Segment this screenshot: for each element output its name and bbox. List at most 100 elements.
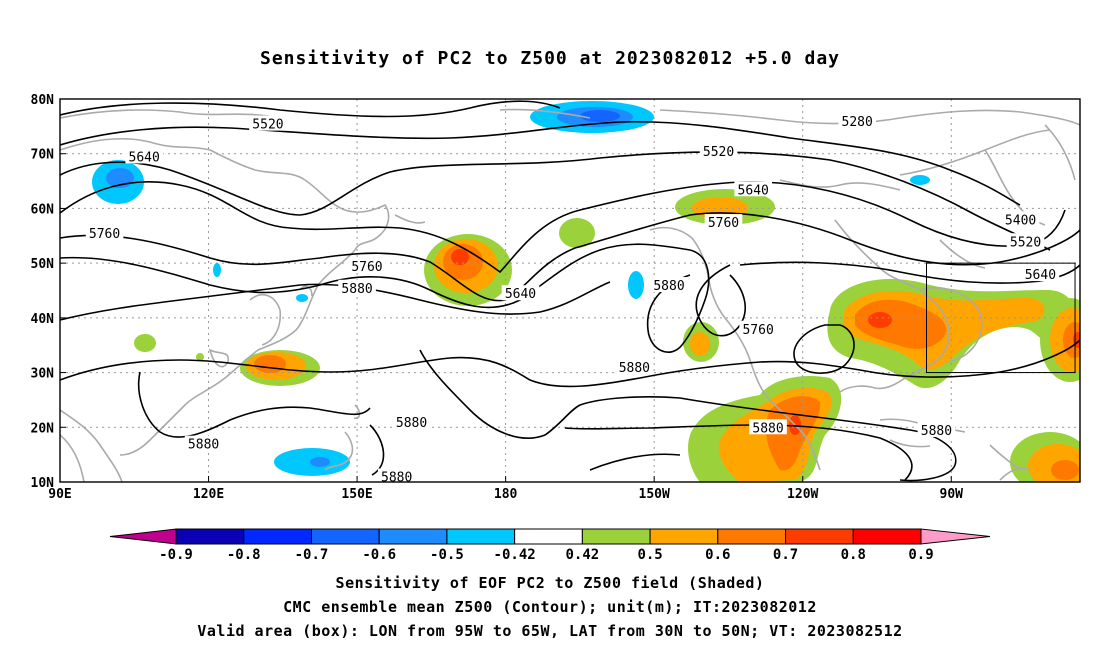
map-frame <box>59 98 1081 483</box>
lon-tick-label: 90E <box>48 487 71 502</box>
positive-sensitivity-small-c <box>134 334 156 352</box>
negative-sensitivity-small-1 <box>628 271 644 299</box>
negative-sensitivity-small-2 <box>910 175 930 185</box>
lon-tick-label: 150W <box>639 487 670 502</box>
contour-label-bg <box>1021 266 1060 282</box>
lon-tick-label: 150E <box>341 487 372 502</box>
contour-label: 5640 <box>738 183 769 198</box>
colorbar-segment <box>175 528 245 545</box>
colorbar-label: 0.42 <box>566 547 600 563</box>
contour-label-bg <box>501 285 540 301</box>
colorbar-label: 0.7 <box>773 547 798 563</box>
lat-tick-label: 60N <box>31 202 55 217</box>
contour-label: 5760 <box>742 323 773 338</box>
colorbar-segment <box>514 528 583 545</box>
contour-label-bg <box>917 422 956 438</box>
contour-label-bg <box>249 115 287 131</box>
contour-label: 5880 <box>381 471 412 486</box>
lat-tick-label: 70N <box>31 148 55 163</box>
contour-label-bg <box>749 419 787 435</box>
positive-sensitivity-small-a <box>559 218 595 248</box>
colorbar-label: -0.8 <box>227 547 261 563</box>
contour-label-bg <box>392 413 431 429</box>
colorbar-segment <box>785 528 854 545</box>
contour-label: 5520 <box>1010 235 1041 250</box>
lat-tick-label: 80N <box>31 93 55 108</box>
contour-label: 5400 <box>1005 213 1036 228</box>
contour-label: 5640 <box>505 287 536 302</box>
caption-valid-area: Valid area (box): LON from 95W to 65W, L… <box>197 622 903 640</box>
contour-labels: 5520 5640 5760 5760 5880 5640 5280 5520 5640 5760… <box>85 112 1060 486</box>
colorbar-label: -0.5 <box>430 547 464 563</box>
contour-label: 5880 <box>396 416 427 431</box>
contour-label-bg <box>1001 211 1040 227</box>
negative-sensitivity-small-4 <box>296 294 308 302</box>
positive-sensitivity-area-south-atlantic <box>1010 432 1080 482</box>
negative-sensitivity-area-pacific <box>274 448 350 476</box>
colorbar-label: 0.5 <box>637 547 662 563</box>
positive-sensitivity-small-d <box>196 353 204 361</box>
contour-label: 5880 <box>188 438 219 453</box>
contour-label: 5880 <box>341 282 372 297</box>
contour-label: 5520 <box>703 145 734 160</box>
colorbar-segment <box>378 528 448 545</box>
contour-label-bg <box>184 435 223 451</box>
lon-tick-label: 180 <box>494 487 518 502</box>
figure-title: Sensitivity of PC2 to Z500 at 2023082012… <box>259 48 840 69</box>
lon-tick-label: 120W <box>787 487 818 502</box>
contour-label-bg <box>615 359 654 375</box>
positive-sensitivity-area-atlantic <box>1040 298 1080 382</box>
colorbar-segment <box>852 528 922 545</box>
lat-tick-label: 40N <box>31 312 55 327</box>
colorbar-label: -0.7 <box>295 547 329 563</box>
contour-label-bg <box>1006 233 1045 249</box>
colorbar-segment <box>243 528 312 545</box>
contour-label: 5640 <box>1025 268 1056 283</box>
colorbar-arrow-right <box>920 528 991 545</box>
colorbar-segment <box>446 528 516 545</box>
colorbar-segment <box>649 528 719 545</box>
contour-label-bg <box>739 320 777 336</box>
contour-label-bg <box>699 142 738 158</box>
colorbar: -0.9 -0.8 -0.7 -0.6 -0.5 -0.42 0.42 0.5 0.6 0.7 0.… <box>109 528 991 563</box>
caption-shading: Sensitivity of EOF PC2 to Z500 field (Sh… <box>335 574 765 592</box>
colorbar-label: 0.6 <box>705 547 730 563</box>
lat-tick-label: 20N <box>31 421 55 436</box>
colorbar-label: -0.6 <box>362 547 396 563</box>
lon-tick-label: 90W <box>940 487 964 502</box>
contour-label: 5640 <box>129 150 160 165</box>
contour-label: 5760 <box>708 216 739 231</box>
positive-sensitivity-area-dateline <box>424 234 512 306</box>
negative-sensitivity-small-3 <box>213 263 221 277</box>
contour-label-bg <box>650 277 688 293</box>
negative-sensitivity-area-arctic <box>530 101 654 133</box>
colorbar-segment <box>581 528 651 545</box>
contour-label: 5520 <box>252 118 283 133</box>
contour-label: 5280 <box>842 115 873 130</box>
lat-tick-label: 30N <box>31 367 55 382</box>
contour-label-bg <box>377 468 416 484</box>
positive-sensitivity-small-b <box>683 322 719 362</box>
lat-tick-label: 50N <box>31 257 55 272</box>
colorbar-segment <box>717 528 787 545</box>
contour-label-bg <box>734 181 773 197</box>
contour-label-bg <box>125 148 163 164</box>
colorbar-label: 0.9 <box>908 547 933 563</box>
colorbar-arrow-left <box>109 528 177 545</box>
contour-label-bg <box>338 279 376 295</box>
contour-label-bg <box>838 112 876 128</box>
colorbar-label: 0.8 <box>841 547 866 563</box>
colorbar-segment <box>310 528 380 545</box>
lat-tick-label: 10N <box>31 476 55 491</box>
contour-label-bg <box>85 225 124 241</box>
contour-label-bg <box>348 257 386 273</box>
valid-area-box <box>926 262 1076 374</box>
contour-label: 5760 <box>89 227 120 242</box>
positive-sensitivity-area-north-america <box>827 279 1080 389</box>
contour-label: 5880 <box>619 361 650 376</box>
lon-tick-label: 120E <box>193 487 224 502</box>
contour-label: 5760 <box>351 260 382 275</box>
contour-label: 5880 <box>653 279 684 294</box>
